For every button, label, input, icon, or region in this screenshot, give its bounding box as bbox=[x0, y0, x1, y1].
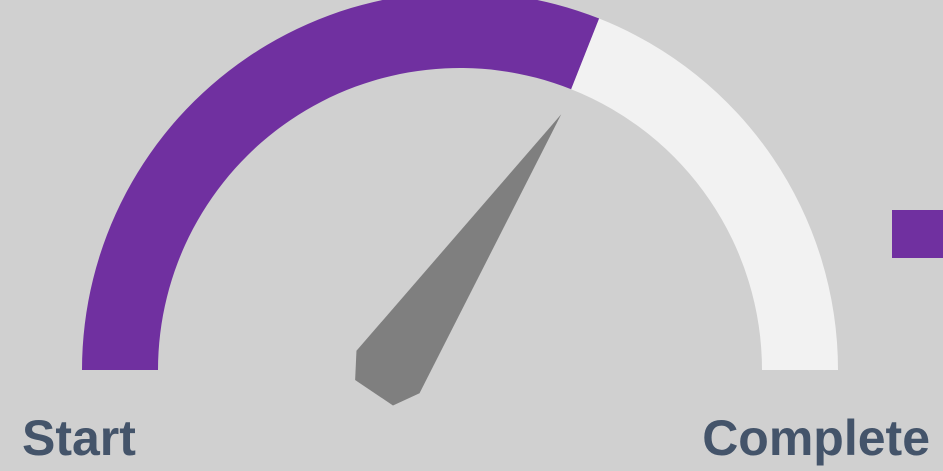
legend-swatch bbox=[892, 210, 943, 258]
start-label: Start bbox=[22, 410, 136, 466]
end-label: Complete bbox=[702, 410, 930, 466]
gauge-rest bbox=[571, 18, 838, 370]
needle bbox=[355, 114, 562, 406]
gauge-value bbox=[82, 0, 600, 370]
